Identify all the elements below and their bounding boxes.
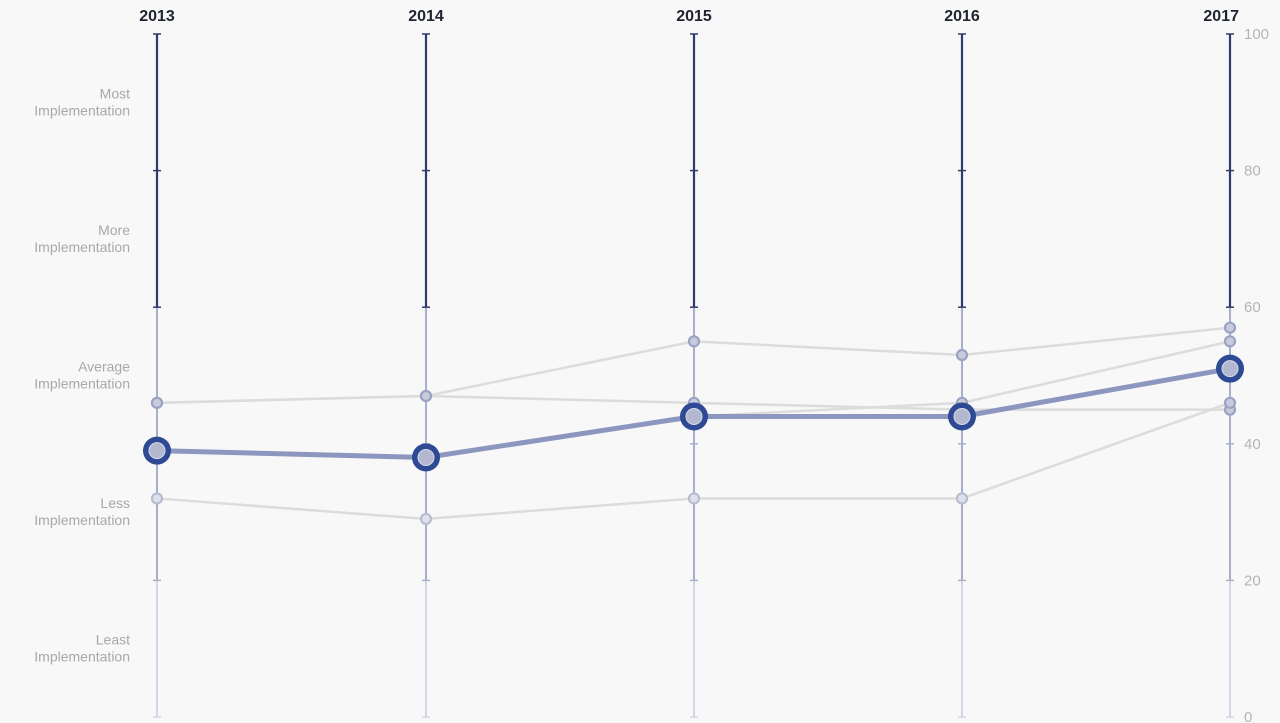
year-label: 2013 (139, 8, 175, 25)
data-points (143, 321, 1244, 526)
background-data-point (150, 396, 164, 409)
y-tick-label: 0 (1244, 709, 1252, 723)
background-data-point (1223, 335, 1237, 348)
year-axes (153, 33, 1234, 718)
highlight-data-point (148, 442, 166, 460)
background-data-point (150, 492, 164, 505)
band-label-line1: More (98, 222, 130, 238)
highlight-data-point (685, 407, 703, 425)
y-tick-label: 20 (1244, 572, 1261, 589)
band-label-line2: Implementation (34, 512, 130, 528)
y-tick-label: 80 (1244, 163, 1261, 180)
background-data-point (687, 335, 701, 348)
band-label-line2: Implementation (34, 239, 130, 255)
y-tick-label: 60 (1244, 299, 1261, 316)
background-data-point (419, 389, 433, 403)
highlight-data-point (953, 407, 971, 425)
background-data-point (955, 492, 969, 505)
highlight-data-point (1221, 360, 1239, 378)
band-label-line2: Implementation (34, 376, 130, 392)
y-tick-label: 40 (1244, 436, 1261, 453)
y-tick-label: 100 (1244, 26, 1269, 43)
highlight-data-point (417, 448, 435, 466)
band-label-line2: Implementation (34, 649, 130, 665)
background-data-point (687, 492, 701, 505)
labels: 2013 2014 2015 2016 2017MostImplementationMo… (34, 8, 1269, 723)
background-data-point (1223, 321, 1237, 334)
year-label: 2015 (676, 8, 712, 25)
band-label-line2: Implementation (34, 102, 130, 118)
year-label: 2014 (408, 8, 444, 25)
band-label-line1: Least (96, 632, 130, 648)
year-label: 2016 (944, 8, 980, 25)
year-label: 2017 (1203, 8, 1239, 25)
background-data-point (419, 512, 433, 526)
background-data-point (1223, 396, 1237, 409)
background-data-point (955, 348, 969, 362)
band-label-line1: Average (78, 359, 130, 375)
band-label-line1: Less (100, 495, 130, 511)
band-label-line1: Most (100, 85, 130, 101)
